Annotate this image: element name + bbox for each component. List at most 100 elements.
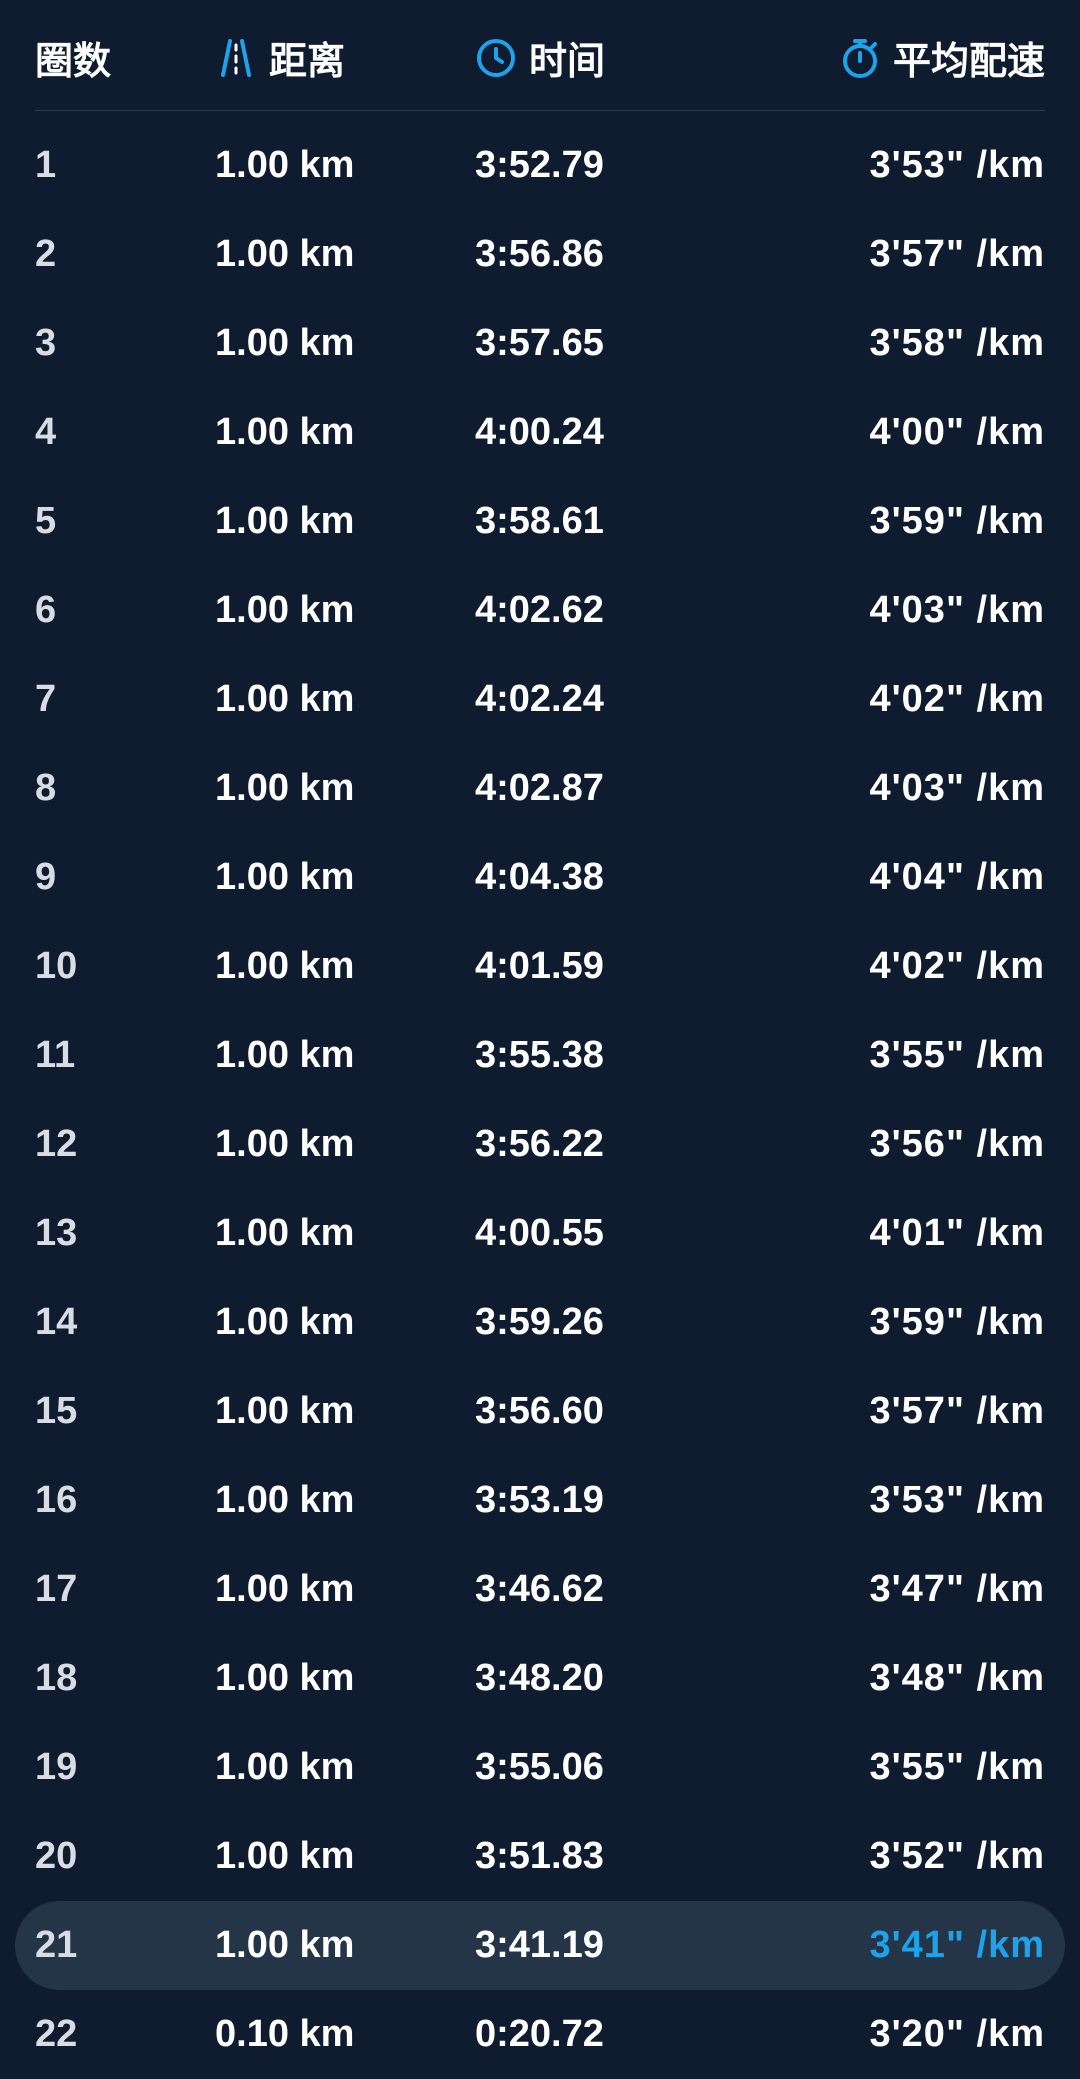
cell-pace: 3'52" /km [755,1835,1045,1878]
stopwatch-icon [839,37,881,79]
cell-distance: 1.00 km [215,945,475,988]
cell-lap: 7 [35,678,215,721]
table-row[interactable]: 11.00 km3:52.793'53" /km [35,121,1045,210]
cell-pace: 3'53" /km [755,1479,1045,1522]
table-row[interactable]: 71.00 km4:02.244'02" /km [35,655,1045,744]
table-row[interactable]: 171.00 km3:46.623'47" /km [35,1545,1045,1634]
cell-distance: 1.00 km [215,1301,475,1344]
cell-distance: 1.00 km [215,856,475,899]
cell-pace: 3'57" /km [755,1390,1045,1433]
cell-distance: 1.00 km [215,500,475,543]
table-row[interactable]: 141.00 km3:59.263'59" /km [35,1278,1045,1367]
cell-lap: 21 [35,1924,215,1967]
cell-distance: 1.00 km [215,233,475,276]
cell-distance: 1.00 km [215,144,475,187]
cell-pace: 3'57" /km [755,233,1045,276]
cell-time: 4:01.59 [475,945,755,988]
lap-table-container: 圈数 距离 时间 [0,0,1080,2079]
cell-distance: 1.00 km [215,1034,475,1077]
cell-lap: 9 [35,856,215,899]
cell-lap: 5 [35,500,215,543]
cell-time: 4:04.38 [475,856,755,899]
cell-pace: 3'55" /km [755,1034,1045,1077]
cell-lap: 6 [35,589,215,632]
cell-lap: 12 [35,1123,215,1166]
cell-pace: 3'20" /km [755,2013,1045,2056]
cell-lap: 14 [35,1301,215,1344]
cell-time: 3:59.26 [475,1301,755,1344]
cell-time: 3:55.38 [475,1034,755,1077]
cell-pace: 3'48" /km [755,1657,1045,1700]
cell-time: 3:53.19 [475,1479,755,1522]
cell-time: 3:55.06 [475,1746,755,1789]
table-row[interactable]: 81.00 km4:02.874'03" /km [35,744,1045,833]
cell-pace: 3'59" /km [755,500,1045,543]
cell-distance: 1.00 km [215,1212,475,1255]
cell-time: 3:57.65 [475,322,755,365]
cell-time: 4:00.24 [475,411,755,454]
cell-distance: 1.00 km [215,1835,475,1878]
table-row[interactable]: 201.00 km3:51.833'52" /km [35,1812,1045,1901]
cell-distance: 1.00 km [215,411,475,454]
header-time-label: 时间 [529,30,605,85]
table-row[interactable]: 31.00 km3:57.653'58" /km [35,299,1045,388]
cell-distance: 1.00 km [215,1657,475,1700]
table-row[interactable]: 181.00 km3:48.203'48" /km [35,1634,1045,1723]
clock-icon [475,37,517,79]
table-row[interactable]: 121.00 km3:56.223'56" /km [35,1100,1045,1189]
cell-distance: 1.00 km [215,322,475,365]
cell-time: 3:52.79 [475,144,755,187]
cell-pace: 3'59" /km [755,1301,1045,1344]
cell-time: 4:00.55 [475,1212,755,1255]
cell-distance: 1.00 km [215,767,475,810]
table-row[interactable]: 91.00 km4:04.384'04" /km [35,833,1045,922]
cell-lap: 4 [35,411,215,454]
cell-pace: 4'02" /km [755,678,1045,721]
cell-distance: 1.00 km [215,1568,475,1611]
table-row[interactable]: 41.00 km4:00.244'00" /km [35,388,1045,477]
cell-lap: 11 [35,1034,215,1077]
cell-pace: 4'02" /km [755,945,1045,988]
table-row[interactable]: 211.00 km3:41.193'41" /km [15,1901,1065,1990]
cell-lap: 10 [35,945,215,988]
cell-distance: 1.00 km [215,1924,475,1967]
header-pace-label: 平均配速 [893,30,1045,85]
table-row[interactable]: 161.00 km3:53.193'53" /km [35,1456,1045,1545]
cell-pace: 4'01" /km [755,1212,1045,1255]
cell-lap: 16 [35,1479,215,1522]
cell-pace: 4'03" /km [755,589,1045,632]
header-distance-label: 距离 [269,30,345,85]
cell-distance: 1.00 km [215,589,475,632]
cell-time: 3:56.86 [475,233,755,276]
cell-lap: 2 [35,233,215,276]
cell-distance: 1.00 km [215,1123,475,1166]
cell-pace: 4'04" /km [755,856,1045,899]
road-icon [215,37,257,79]
header-pace: 平均配速 [755,30,1045,85]
table-row[interactable]: 51.00 km3:58.613'59" /km [35,477,1045,566]
table-row[interactable]: 131.00 km4:00.554'01" /km [35,1189,1045,1278]
cell-lap: 13 [35,1212,215,1255]
cell-pace: 3'58" /km [755,322,1045,365]
header-distance: 距离 [215,30,475,85]
cell-pace: 3'47" /km [755,1568,1045,1611]
cell-time: 3:48.20 [475,1657,755,1700]
cell-lap: 1 [35,144,215,187]
table-row[interactable]: 61.00 km4:02.624'03" /km [35,566,1045,655]
table-row[interactable]: 21.00 km3:56.863'57" /km [35,210,1045,299]
cell-distance: 1.00 km [215,1479,475,1522]
table-row[interactable]: 220.10 km0:20.723'20" /km [35,1990,1045,2079]
cell-distance: 0.10 km [215,2013,475,2056]
cell-pace: 3'55" /km [755,1746,1045,1789]
cell-pace: 4'00" /km [755,411,1045,454]
cell-lap: 20 [35,1835,215,1878]
cell-time: 3:56.60 [475,1390,755,1433]
table-row[interactable]: 191.00 km3:55.063'55" /km [35,1723,1045,1812]
cell-time: 3:58.61 [475,500,755,543]
cell-distance: 1.00 km [215,1390,475,1433]
table-row[interactable]: 151.00 km3:56.603'57" /km [35,1367,1045,1456]
table-row[interactable]: 101.00 km4:01.594'02" /km [35,922,1045,1011]
cell-pace: 3'53" /km [755,144,1045,187]
cell-pace: 3'56" /km [755,1123,1045,1166]
table-row[interactable]: 111.00 km3:55.383'55" /km [35,1011,1045,1100]
